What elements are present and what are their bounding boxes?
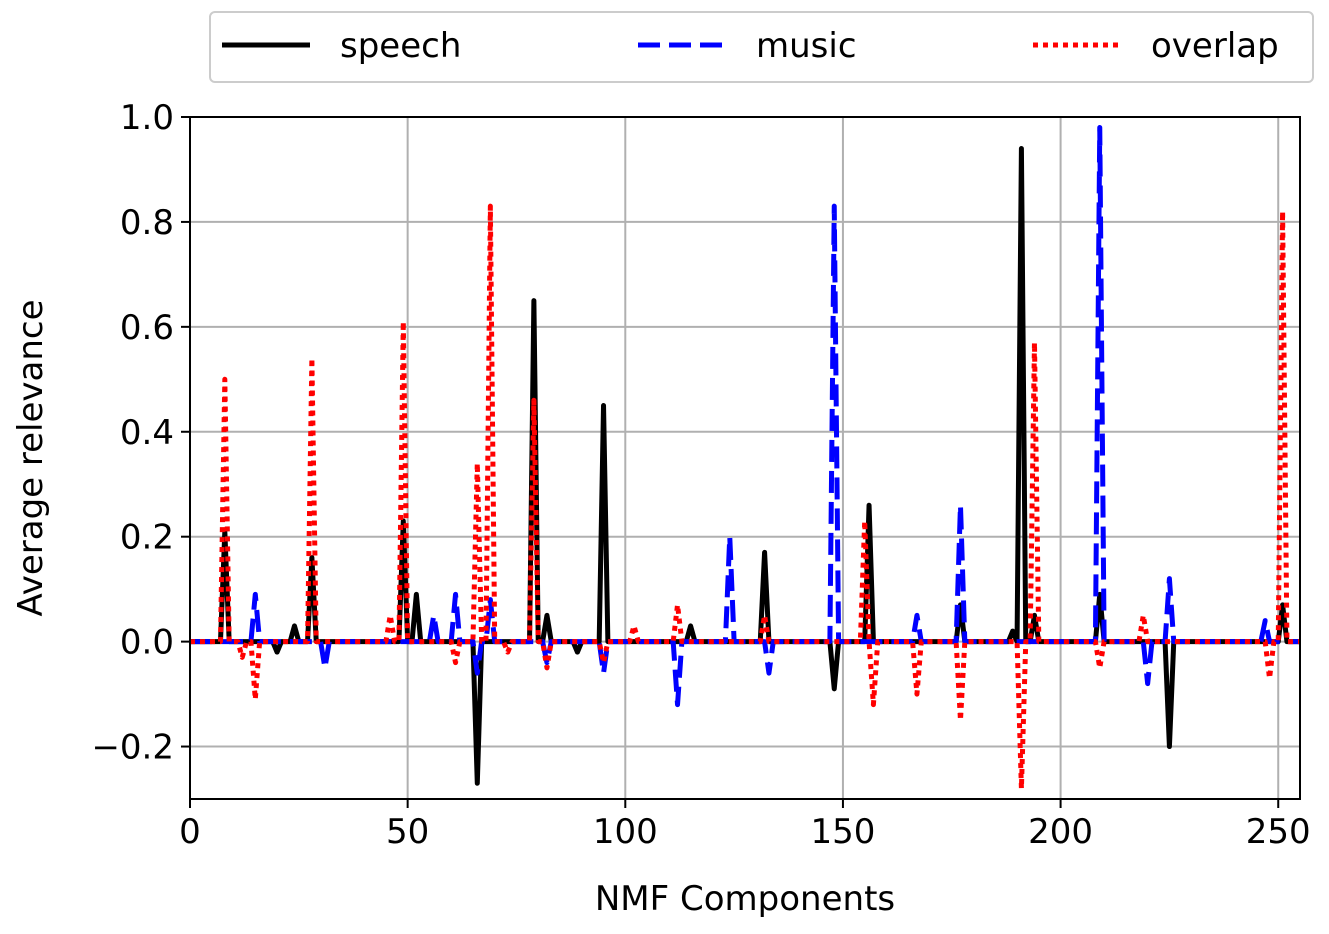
y-tick-label: 0.6 — [120, 308, 174, 348]
y-tick-label: 0.4 — [120, 413, 174, 453]
legend-box — [209, 11, 1314, 83]
x-tick-label: 150 — [810, 812, 875, 852]
x-tick-label: 250 — [1246, 812, 1311, 852]
legend: speech music overlap — [209, 11, 1314, 83]
x-tick-label: 0 — [179, 812, 201, 852]
y-tick-label: 1.0 — [120, 98, 174, 138]
legend-label: speech — [340, 26, 461, 66]
line-series — [190, 203, 1300, 792]
x-tick-label: 200 — [1028, 812, 1093, 852]
line-series — [190, 124, 1300, 708]
x-tick-label: 50 — [386, 812, 429, 852]
x-tick-label: 100 — [593, 812, 658, 852]
plot-frame — [189, 116, 1301, 800]
y-axis-label: Average relevance — [11, 299, 51, 616]
x-axis-label: NMF Components — [595, 879, 895, 919]
y-tick-label: 0.2 — [120, 518, 174, 558]
legend-label: music — [756, 26, 857, 66]
legend-label: overlap — [1151, 26, 1279, 66]
y-tick-label: 0.0 — [120, 623, 174, 663]
y-tick-label: −0.2 — [91, 728, 174, 768]
y-tick-label: 0.8 — [120, 203, 174, 243]
line-series — [190, 145, 1300, 786]
